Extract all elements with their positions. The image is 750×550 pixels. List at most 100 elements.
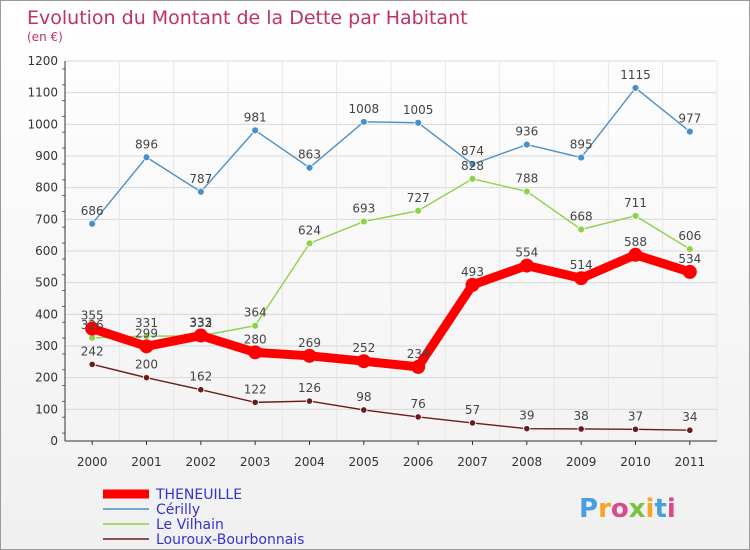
- data-label: 554: [515, 246, 538, 260]
- y-tick-label: 0: [50, 434, 58, 448]
- data-point: [523, 425, 531, 433]
- data-label: 895: [570, 138, 593, 152]
- data-label: 299: [135, 326, 158, 340]
- data-label: 828: [461, 159, 484, 173]
- x-tick-label: 2000: [77, 455, 108, 469]
- data-point: [631, 425, 640, 433]
- data-label: 668: [570, 209, 593, 223]
- data-label: 122: [244, 382, 267, 396]
- data-point: [468, 174, 477, 183]
- data-point: [682, 264, 697, 279]
- data-label: 727: [407, 191, 430, 205]
- data-label: 76: [411, 397, 426, 411]
- data-point: [685, 245, 694, 254]
- data-point: [305, 397, 314, 405]
- data-point: [465, 277, 480, 292]
- proxiti-logo: Proxiti: [579, 494, 676, 524]
- data-point: [88, 360, 96, 368]
- data-label: 355: [81, 309, 104, 323]
- data-point: [356, 354, 371, 369]
- data-point: [414, 413, 422, 421]
- data-point: [574, 271, 589, 286]
- data-point: [193, 328, 208, 343]
- x-tick-label: 2003: [240, 455, 271, 469]
- data-point: [577, 425, 585, 433]
- data-label: 606: [678, 229, 701, 243]
- series-line-4: [87, 250, 695, 372]
- x-tick-label: 2011: [675, 455, 706, 469]
- data-point: [251, 398, 259, 406]
- data-label: 39: [519, 409, 534, 423]
- data-label: 686: [81, 204, 104, 218]
- data-label: 252: [352, 341, 375, 355]
- data-point: [142, 153, 151, 162]
- data-point: [577, 225, 586, 234]
- y-tick-label: 1000: [27, 117, 58, 131]
- data-point: [519, 258, 534, 273]
- data-point: [305, 239, 314, 248]
- x-tick-label: 2004: [294, 455, 325, 469]
- data-label: 331: [135, 316, 158, 330]
- logo-letter: x: [629, 494, 646, 524]
- data-point: [251, 321, 260, 330]
- x-tick-label: 2007: [457, 455, 488, 469]
- series-line-3: [91, 363, 691, 431]
- data-label: 1005: [403, 103, 434, 117]
- data-label: 326: [81, 318, 104, 332]
- data-point: [685, 127, 694, 136]
- x-tick-label: 2005: [349, 455, 380, 469]
- data-point: [414, 206, 423, 215]
- data-label: 57: [465, 403, 480, 417]
- legend-label: THENEUILLE: [155, 487, 242, 503]
- data-point: [248, 345, 263, 360]
- data-label: 977: [678, 112, 701, 126]
- data-point: [88, 219, 97, 228]
- y-tick-label: 1100: [27, 86, 58, 100]
- y-tick-label: 900: [35, 149, 58, 163]
- data-point: [468, 419, 477, 427]
- data-label: 711: [624, 196, 647, 210]
- y-tick-label: 200: [35, 371, 58, 385]
- data-point: [251, 126, 260, 135]
- data-point: [631, 84, 640, 92]
- data-label: 534: [678, 252, 701, 266]
- data-label: 1008: [349, 102, 380, 116]
- data-label: 332: [189, 316, 212, 330]
- x-tick-label: 2010: [620, 455, 651, 469]
- logo-letter: o: [611, 494, 629, 524]
- legend-label: Cérilly: [156, 502, 200, 518]
- data-point: [85, 321, 100, 336]
- data-point: [628, 247, 643, 262]
- data-point: [197, 386, 205, 394]
- data-label: 38: [574, 409, 589, 423]
- logo-letter: t: [654, 494, 666, 524]
- data-point: [414, 118, 423, 127]
- data-label: 200: [135, 358, 158, 372]
- data-point: [631, 211, 640, 220]
- data-label: 693: [352, 202, 375, 216]
- data-label: 936: [515, 125, 538, 139]
- x-tick-label: 2002: [186, 455, 217, 469]
- data-label: 364: [244, 306, 267, 320]
- data-label: 896: [135, 137, 158, 151]
- chart-subtitle: (en €): [27, 30, 63, 44]
- data-label: 34: [682, 410, 697, 424]
- data-point: [359, 117, 368, 126]
- data-point: [411, 359, 426, 374]
- x-tick-label: 2009: [566, 455, 597, 469]
- y-tick-label: 1200: [27, 54, 58, 68]
- legend-label: Le Vilhain: [156, 517, 224, 533]
- y-tick-label: 100: [35, 402, 58, 416]
- logo-letter: P: [579, 494, 598, 524]
- data-label: 863: [298, 148, 321, 162]
- data-point: [196, 187, 205, 196]
- logo-letter: i: [667, 494, 676, 524]
- data-point: [468, 160, 477, 169]
- y-tick-label: 800: [35, 181, 58, 195]
- data-point: [522, 187, 531, 196]
- x-tick-label: 2008: [512, 455, 543, 469]
- data-label: 234: [407, 347, 430, 361]
- chart-title: Evolution du Montant de la Dette par Hab…: [27, 7, 468, 29]
- data-point: [302, 348, 317, 363]
